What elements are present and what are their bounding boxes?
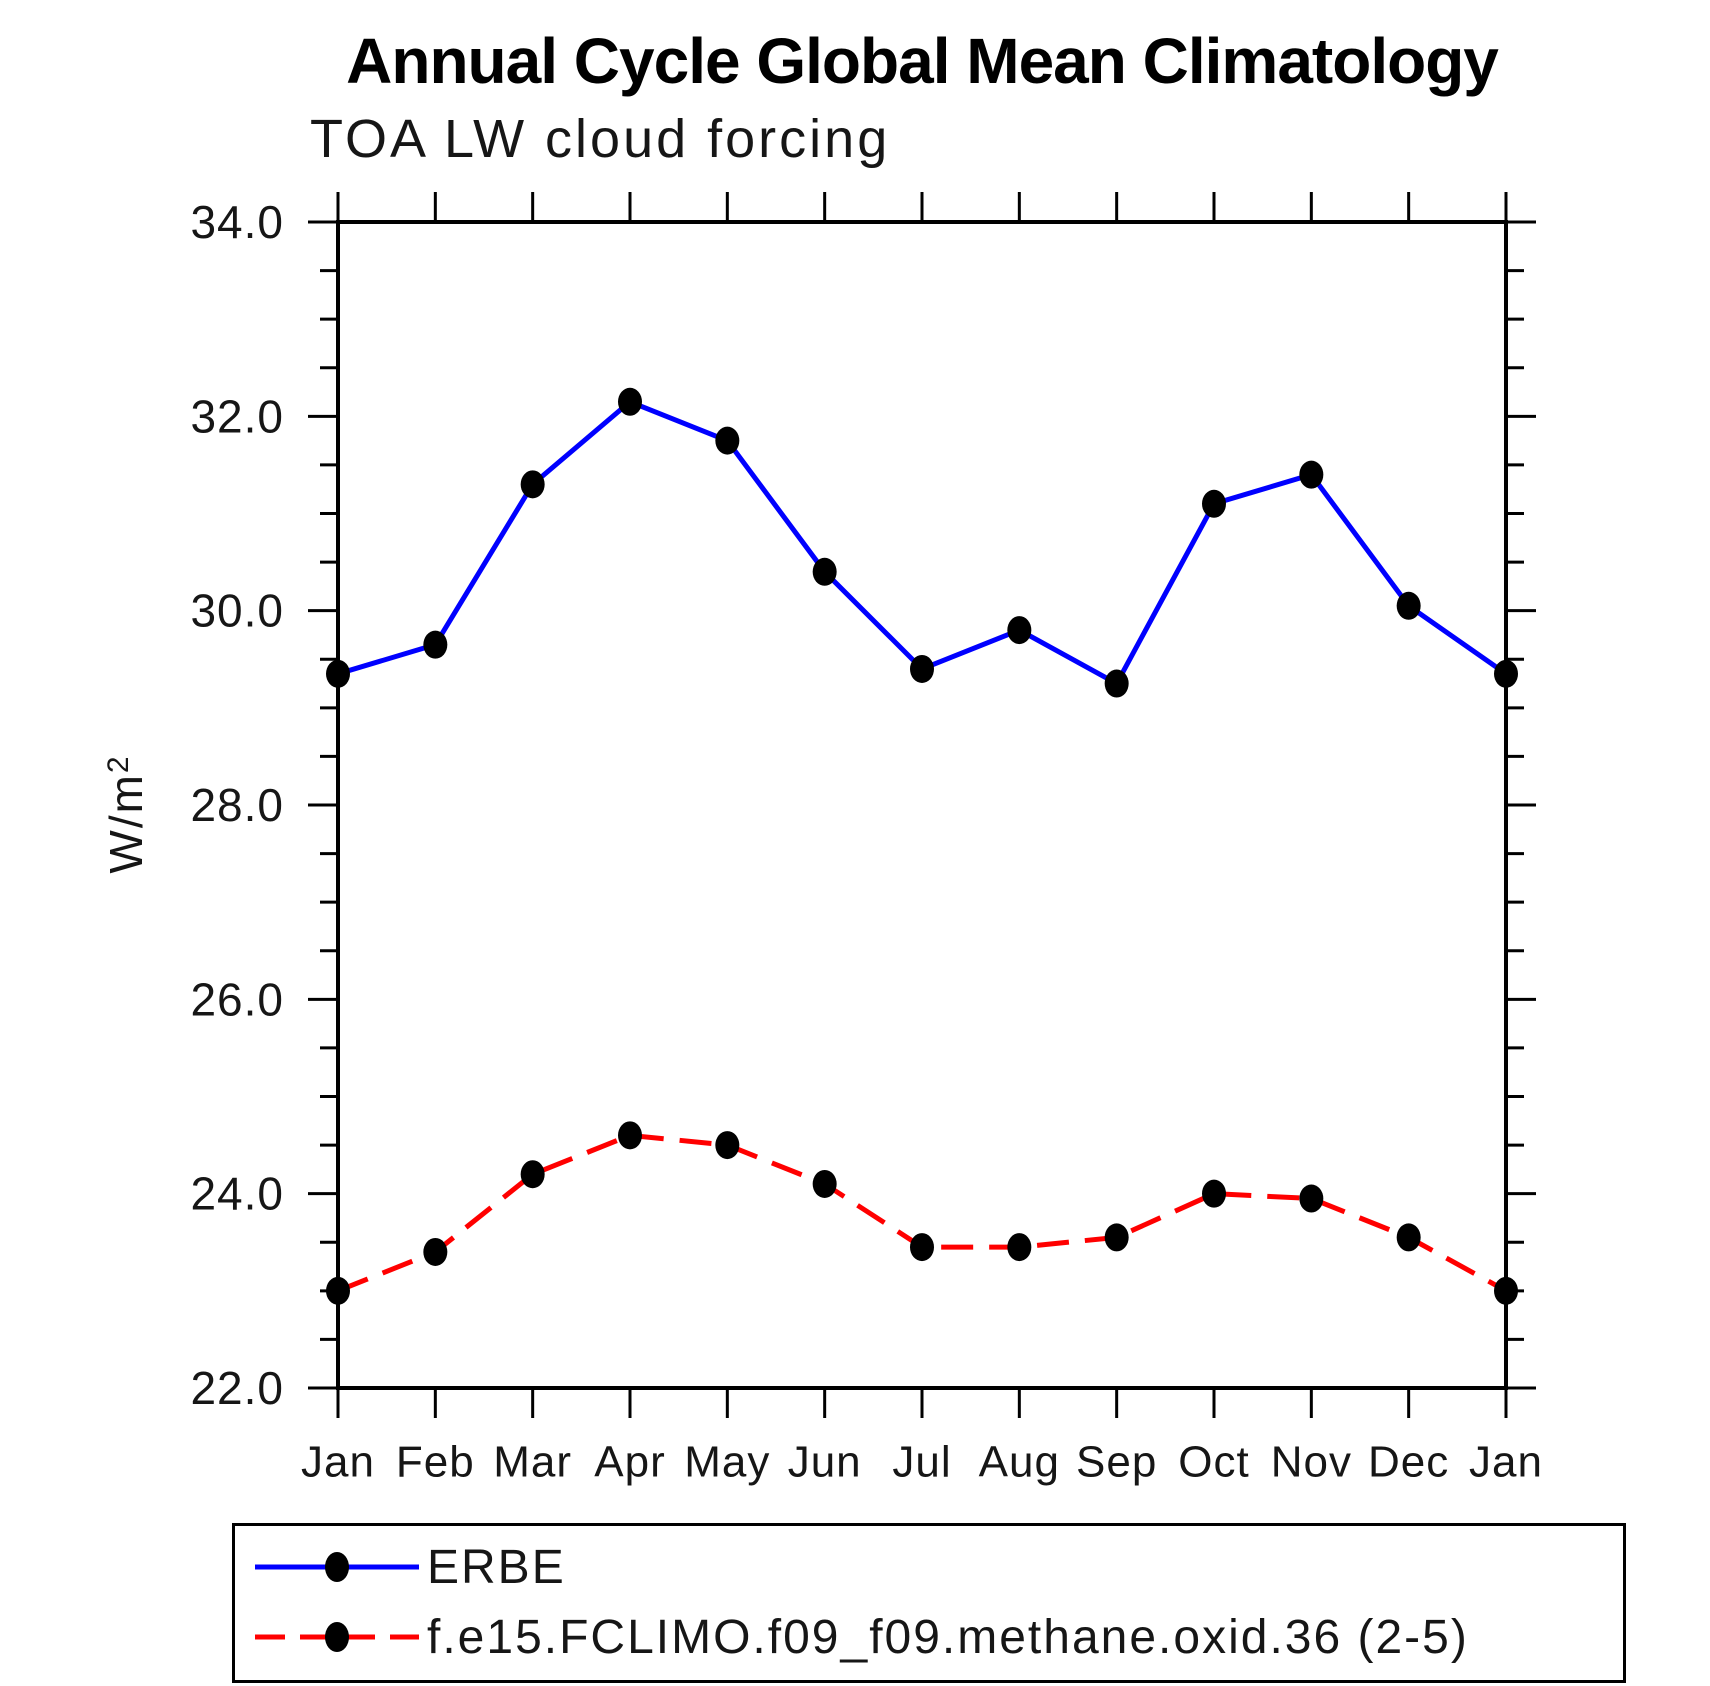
data-point-marker-model (618, 1121, 642, 1150)
y-axis-tick-label: 26.0 (190, 973, 284, 1025)
data-point-marker-erbe (812, 557, 837, 586)
x-axis-tick-label: May (684, 1438, 770, 1487)
legend-swatch-erbe-line (255, 1552, 419, 1582)
x-axis-tick-label: Nov (1271, 1438, 1352, 1487)
legend-label-model: f.e15.FCLIMO.f09_f09.methane.oxid.36 (2-… (427, 1610, 1469, 1664)
x-axis-tick-label: Aug (979, 1438, 1060, 1487)
data-point-marker-model (520, 1160, 545, 1189)
x-axis-tick-label: Dec (1368, 1438, 1449, 1487)
data-point-marker-model (1396, 1223, 1421, 1252)
legend-marker-dot (325, 1552, 349, 1582)
data-point-marker-model (423, 1237, 448, 1266)
data-point-marker-erbe (1007, 616, 1032, 645)
x-axis-tick-label: Jul (892, 1438, 951, 1487)
chart-title: Annual Cycle Global Mean Climatology (346, 25, 1499, 97)
x-axis-tick-label: Sep (1076, 1438, 1157, 1487)
data-point-marker-model (1299, 1184, 1324, 1213)
x-axis-tick-label: Feb (396, 1438, 475, 1487)
data-point-marker-model (1007, 1233, 1032, 1262)
legend-marker-dot (325, 1622, 349, 1652)
data-point-marker-model (812, 1169, 837, 1198)
data-point-marker-erbe (715, 426, 740, 455)
x-axis-tick-label: Jan (301, 1438, 375, 1487)
x-axis-tick-label: Mar (493, 1438, 572, 1487)
data-point-marker-erbe (910, 654, 934, 683)
data-point-marker-erbe (1494, 659, 1518, 688)
series-line-erbe (337, 398, 1508, 687)
y-axis-tick-label: 34.0 (190, 196, 284, 248)
data-point-marker-model (715, 1131, 740, 1160)
legend-entry-model: f.e15.FCLIMO.f09_f09.methane.oxid.36 (2-… (235, 1602, 1623, 1672)
series-line-model (337, 1132, 1508, 1294)
data-point-marker-erbe (1396, 591, 1421, 620)
y-axis-tick-label: 24.0 (190, 1168, 284, 1220)
data-point-marker-model (1202, 1179, 1226, 1208)
data-point-marker-model (1494, 1276, 1518, 1305)
legend: ERBE f.e15.FCLIMO.f09_f09.methane.oxid.3… (232, 1523, 1626, 1683)
chart-subtitle: TOA LW cloud forcing (310, 109, 891, 169)
data-point-marker-erbe (1104, 669, 1129, 698)
y-axis-tick-label: 30.0 (190, 585, 284, 637)
data-point-marker-erbe (618, 387, 642, 416)
legend-label-erbe: ERBE (427, 1540, 566, 1594)
legend-swatch-model-line (255, 1622, 419, 1652)
legend-entry-erbe: ERBE (235, 1532, 1623, 1602)
data-point-marker-erbe (1299, 460, 1324, 489)
y-axis-tick-label: 22.0 (190, 1362, 284, 1414)
x-axis-tick-label: Jun (788, 1438, 862, 1487)
y-axis-tick-label: 32.0 (190, 390, 284, 442)
x-axis-tick-label: Oct (1178, 1438, 1249, 1487)
x-axis-tick-label: Jan (1469, 1438, 1543, 1487)
plot-frame (336, 220, 1508, 1390)
y-axis-tick-label: 28.0 (190, 779, 284, 831)
data-point-marker-model (1104, 1223, 1129, 1252)
data-point-marker-erbe (520, 470, 545, 499)
data-point-marker-model (326, 1276, 350, 1305)
data-point-marker-erbe (326, 659, 350, 688)
x-axis-tick-label: Apr (594, 1438, 665, 1487)
data-point-marker-erbe (423, 630, 448, 659)
data-point-marker-model (910, 1233, 934, 1262)
data-point-marker-erbe (1202, 489, 1226, 518)
